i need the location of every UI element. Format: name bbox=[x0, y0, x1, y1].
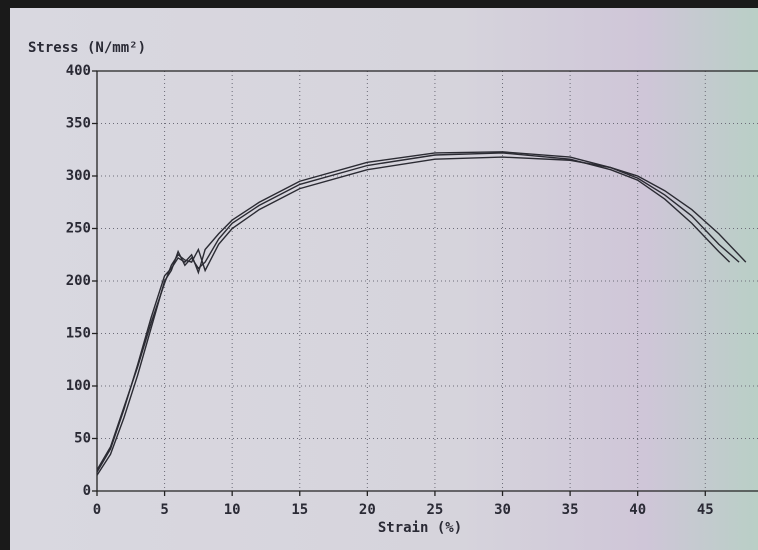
axis-frame bbox=[96, 70, 758, 492]
x-tick-label: 25 bbox=[427, 502, 444, 518]
y-tick-label: 100 bbox=[66, 378, 91, 394]
x-tick-label: 15 bbox=[291, 502, 308, 518]
y-tick-label: 150 bbox=[66, 326, 91, 342]
screen bbox=[10, 8, 758, 550]
y-tick-label: 350 bbox=[66, 116, 91, 132]
x-tick-label: 30 bbox=[494, 502, 511, 518]
x-axis-title: Strain (%) bbox=[378, 520, 462, 536]
stress-curve bbox=[96, 152, 731, 476]
x-tick-label: 20 bbox=[359, 502, 376, 518]
x-tick-label: 10 bbox=[224, 502, 241, 518]
y-axis-title: Stress (N/mm²) bbox=[28, 40, 146, 56]
y-tick-label: 400 bbox=[66, 63, 91, 79]
y-tick-label: 250 bbox=[66, 221, 91, 237]
x-tick-label: 40 bbox=[629, 502, 646, 518]
x-tick-label: 35 bbox=[562, 502, 579, 518]
y-tick-label: 300 bbox=[66, 168, 91, 184]
x-tick-label: 45 bbox=[697, 502, 714, 518]
y-tick-label: 0 bbox=[83, 483, 91, 499]
stress-curve bbox=[96, 156, 747, 471]
y-tick-label: 200 bbox=[66, 273, 91, 289]
y-tick-label: 50 bbox=[74, 431, 91, 447]
x-tick-label: 0 bbox=[93, 502, 101, 518]
x-tick-label: 5 bbox=[160, 502, 168, 518]
stress-curve bbox=[96, 151, 740, 473]
